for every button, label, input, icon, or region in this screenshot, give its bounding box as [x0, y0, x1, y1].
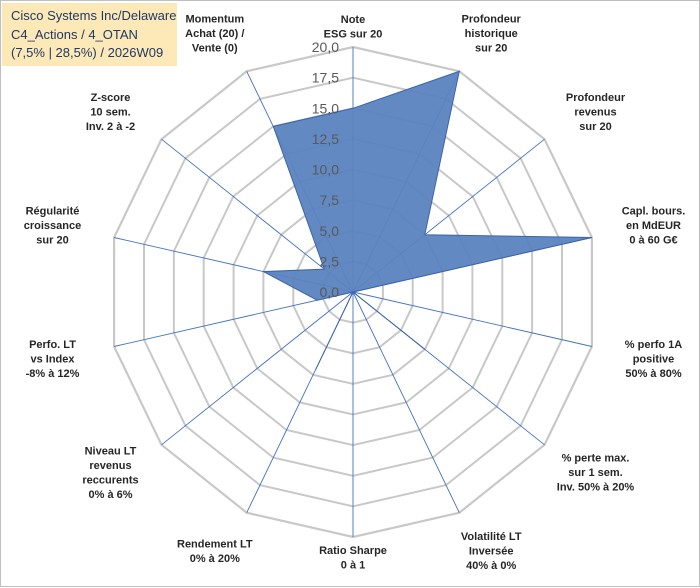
- radial-tick-labels: 0,0 2,5 5,0 7,5 10,0 12,5 15,0 17,5 20,0: [312, 39, 339, 300]
- tick-label: 15,0: [312, 100, 339, 116]
- axis-spoke: [353, 292, 459, 513]
- tick-label: 10,0: [312, 162, 339, 178]
- tick-label: 17,5: [312, 70, 339, 86]
- tick-label: 12,5: [312, 131, 339, 147]
- chart-subtitle: C4_Actions / 4_OTAN: [11, 26, 171, 45]
- chart-title: Cisco Systems Inc/Delaware: [11, 7, 171, 26]
- tick-label: 0,0: [320, 284, 340, 300]
- chart-title-box: Cisco Systems Inc/Delaware C4_Actions / …: [2, 3, 177, 66]
- tick-label: 2,5: [320, 253, 340, 269]
- chart-params: (7,5% | 28,5%) / 2026W09: [11, 44, 171, 63]
- axis-label: % perte max.sur 1 sem.Inv. 50% à 20%: [557, 453, 635, 494]
- tick-label: 5,0: [320, 223, 340, 239]
- tick-label: 20,0: [312, 39, 339, 55]
- tick-label: 7,5: [320, 192, 340, 208]
